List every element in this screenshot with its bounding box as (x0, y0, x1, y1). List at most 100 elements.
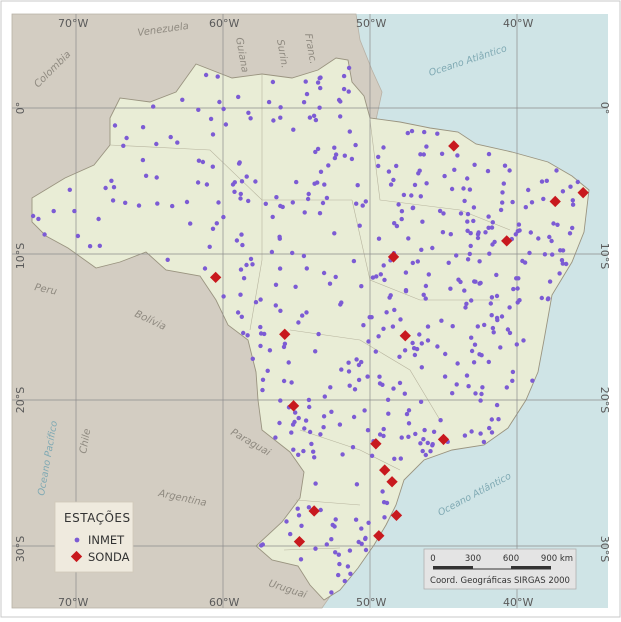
inmet-station (304, 266, 309, 271)
inmet-station (374, 274, 379, 279)
inmet-station (442, 374, 448, 379)
inmet-station (420, 219, 425, 224)
lon-label-40w-top: 40°W (503, 17, 533, 30)
inmet-station (471, 205, 477, 210)
inmet-station (423, 452, 428, 458)
inmet-station (315, 80, 321, 85)
inmet-station (180, 97, 185, 103)
sonda-station (308, 505, 320, 517)
inmet-station (151, 104, 156, 109)
inmet-station (170, 203, 175, 209)
inmet-station (239, 179, 245, 184)
inmet-station (462, 433, 468, 438)
inmet-station (424, 144, 429, 149)
inmet-station (467, 187, 473, 192)
inmet-station (450, 391, 455, 396)
inmet-station (327, 281, 333, 286)
inmet-station (221, 214, 226, 220)
inmet-station (342, 153, 347, 158)
inmet-station (337, 422, 343, 427)
inmet-station (461, 186, 466, 191)
inmet-station (507, 305, 512, 310)
inmet-station (269, 249, 275, 255)
inmet-station (469, 335, 474, 340)
inmet-station (466, 384, 471, 389)
inmet-station (305, 196, 311, 202)
inmet-station (339, 300, 344, 305)
inmet-station (318, 432, 323, 437)
inmet-station (97, 243, 103, 248)
inmet-station (42, 232, 47, 237)
inmet-station (354, 357, 359, 362)
inmet-station (498, 207, 504, 213)
brazil-territory (31, 57, 590, 601)
inmet-station (464, 373, 470, 378)
inmet-station (341, 86, 347, 92)
inmet-station (154, 141, 159, 147)
inmet-station (463, 305, 468, 310)
inmet-station (485, 168, 491, 174)
inmet-stations (30, 65, 580, 595)
inmet-station (465, 228, 470, 233)
inmet-station (410, 260, 415, 266)
inmet-station (349, 156, 355, 162)
inmet-station (273, 303, 278, 308)
inmet-station (248, 256, 254, 262)
inmet-station (67, 187, 73, 192)
inmet-station (290, 200, 295, 205)
inmet-station (398, 317, 403, 322)
inmet-station (465, 211, 471, 217)
inmet-station (477, 259, 482, 264)
inmet-station (296, 452, 301, 457)
inmet-station (207, 244, 212, 249)
inmet-station (363, 199, 368, 204)
inmet-station (124, 135, 129, 141)
inmet-station (386, 169, 392, 174)
inmet-station (293, 284, 298, 289)
inmet-station (488, 301, 493, 306)
inmet-station (324, 542, 329, 547)
inmet-station (250, 356, 255, 361)
inmet-station (296, 415, 301, 421)
inmet-station (112, 123, 118, 128)
inmet-station (475, 324, 480, 329)
inmet-station (402, 391, 407, 396)
inmet-station (425, 338, 431, 343)
scale-tick-900: 900 km (541, 554, 573, 564)
inmet-station (412, 182, 418, 188)
inmet-station (406, 434, 411, 439)
inmet-station (284, 519, 289, 524)
sonda-station (501, 235, 513, 247)
inmet-station (472, 342, 478, 347)
inmet-station (356, 539, 361, 545)
inmet-station (471, 360, 477, 365)
inmet-station (377, 374, 382, 379)
inmet-station (168, 134, 173, 140)
inmet-station (418, 399, 424, 404)
inmet-station (414, 346, 420, 352)
inmet-station (471, 218, 476, 224)
inmet-station (530, 378, 535, 383)
inmet-station (140, 157, 146, 163)
inmet-station (365, 374, 370, 379)
inmet-station (511, 286, 516, 292)
inmet-station (381, 426, 386, 432)
inmet-station (421, 437, 426, 442)
inmet-station (341, 73, 347, 79)
inmet-station (430, 245, 435, 251)
inmet-station (403, 270, 409, 275)
inmet-station (365, 428, 371, 433)
scale-segment-1 (433, 566, 473, 569)
inmet-station (425, 324, 431, 329)
inmet-station (326, 163, 331, 168)
inmet-station (399, 435, 404, 440)
inmet-station (353, 517, 359, 522)
inmet-station (260, 377, 266, 382)
inmet-station (281, 378, 287, 384)
inmet-station (405, 130, 410, 136)
inmet-station (333, 152, 339, 157)
inmet-station (317, 76, 322, 81)
inmet-station (337, 561, 342, 567)
inmet-station (87, 244, 93, 249)
inmet-station (476, 230, 481, 235)
